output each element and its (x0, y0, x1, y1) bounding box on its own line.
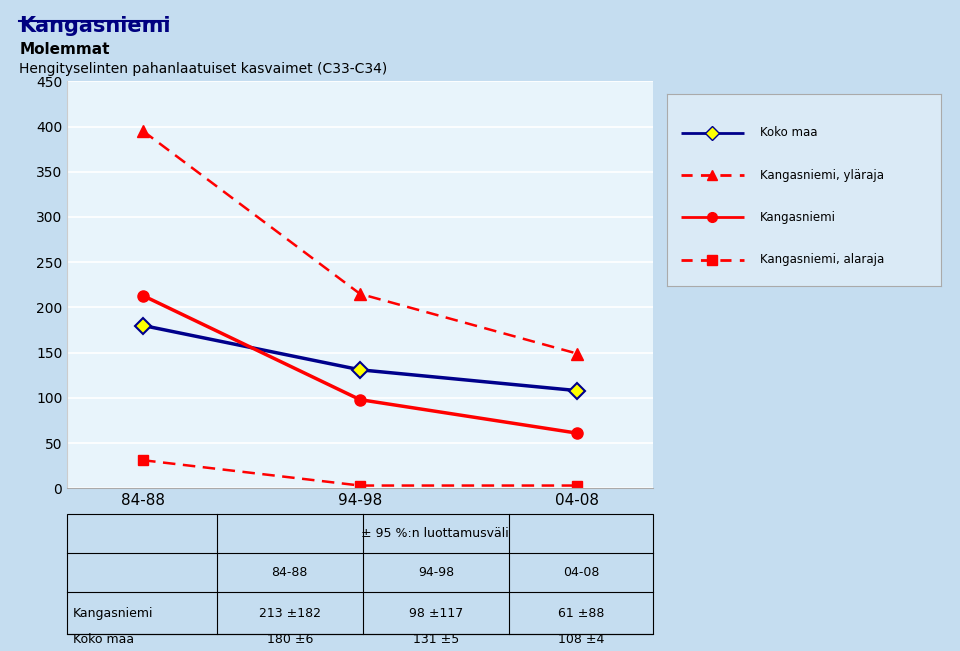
Line: Kangasniemi, yläraja: Kangasniemi, yläraja (137, 126, 583, 359)
Text: 108 ±4: 108 ±4 (558, 633, 604, 646)
Text: ± 95 %:n luottamusväli: ± 95 %:n luottamusväli (361, 527, 509, 540)
Kangasniemi, yläraja (137, 127, 149, 135)
Text: Kangasniemi: Kangasniemi (73, 607, 154, 620)
Text: 61 ±88: 61 ±88 (558, 607, 604, 620)
Kangasniemi, alaraja (354, 482, 366, 490)
Koko maa (137, 322, 149, 329)
Text: 98 ±117: 98 ±117 (409, 607, 464, 620)
Kangasniemi, alaraja (571, 482, 583, 490)
Text: Kangasniemi: Kangasniemi (760, 211, 836, 224)
Text: 131 ±5: 131 ±5 (413, 633, 459, 646)
Text: 84-88: 84-88 (272, 566, 308, 579)
Text: Kangasniemi: Kangasniemi (19, 16, 171, 36)
Text: 04-08: 04-08 (563, 566, 599, 579)
Text: Kangasniemi, alaraja: Kangasniemi, alaraja (760, 253, 884, 266)
Text: Kangasniemi, yläraja: Kangasniemi, yläraja (760, 169, 884, 182)
Text: Hengityselinten pahanlaatuiset kasvaimet (C33-C34): Hengityselinten pahanlaatuiset kasvaimet… (19, 62, 388, 76)
Koko maa (354, 366, 366, 374)
Kangasniemi (571, 429, 583, 437)
Text: Molemmat: Molemmat (19, 42, 109, 57)
Line: Kangasniemi, alaraja: Kangasniemi, alaraja (138, 455, 582, 490)
Kangasniemi, yläraja (354, 290, 366, 298)
Kangasniemi, alaraja (137, 456, 149, 464)
Koko maa (571, 387, 583, 395)
Text: 213 ±182: 213 ±182 (259, 607, 321, 620)
Line: Kangasniemi: Kangasniemi (137, 290, 583, 439)
Text: Koko maa: Koko maa (73, 633, 134, 646)
Kangasniemi, yläraja (571, 350, 583, 357)
Text: 94-98: 94-98 (418, 566, 454, 579)
Line: Koko maa: Koko maa (137, 320, 583, 396)
Kangasniemi (137, 292, 149, 299)
Text: Koko maa: Koko maa (760, 126, 818, 139)
Text: 180 ±6: 180 ±6 (267, 633, 313, 646)
Kangasniemi (354, 396, 366, 404)
